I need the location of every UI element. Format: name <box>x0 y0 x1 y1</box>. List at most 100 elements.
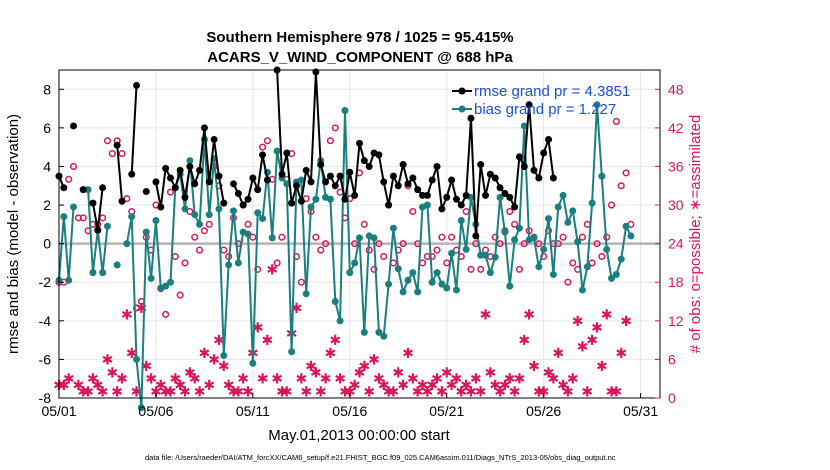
bias-point <box>254 209 262 217</box>
bias-point <box>574 238 582 246</box>
obs-assimilated-point: ✱ <box>87 372 99 388</box>
rmse-point <box>467 114 475 122</box>
rmse-point <box>249 174 257 182</box>
bias-point <box>535 263 543 271</box>
rmse-point <box>525 101 533 109</box>
rmse-point <box>423 191 431 199</box>
y2-axis-label: # of obs: o=possible; ∗=assimilated <box>687 115 704 354</box>
bias-point <box>394 265 402 273</box>
bias-point <box>186 157 194 165</box>
bias-point <box>331 298 339 306</box>
bias-point <box>60 213 68 221</box>
x-tick-label: 05/06 <box>138 403 173 419</box>
bias-point <box>433 269 441 277</box>
obs-assimilated-point: ✱ <box>543 365 555 381</box>
bias-point <box>336 317 344 325</box>
rmse-point <box>394 182 402 190</box>
obs-assimilated-point: ✱ <box>421 385 433 401</box>
bias-point <box>215 205 223 213</box>
bias-point <box>346 269 354 277</box>
obs-possible-point <box>409 207 417 216</box>
obs-assimilated-point: ✱ <box>358 359 370 375</box>
obs-assimilated-point: ✱ <box>455 385 467 401</box>
obs-possible-point <box>380 252 388 261</box>
y-tick-label: 2 <box>43 197 51 213</box>
bias-point <box>414 288 422 296</box>
bias-line <box>58 206 75 282</box>
bias-point <box>70 203 78 211</box>
y2-tick-label: 12 <box>668 313 684 329</box>
obs-assimilated-point: ✱ <box>552 346 564 362</box>
bias-point <box>356 234 363 242</box>
obs-assimilated-point: ✱ <box>577 340 589 356</box>
bias-point <box>482 251 490 259</box>
plot-frame <box>58 69 661 399</box>
rmse-point <box>477 161 485 169</box>
obs-assimilated-point: ✱ <box>499 378 511 394</box>
obs-assimilated-point: ✱ <box>165 385 177 401</box>
obs-assimilated-point: ✱ <box>446 378 458 394</box>
rmse-point <box>341 195 349 203</box>
obs-assimilated-point: ✱ <box>441 365 453 381</box>
bias-point <box>360 328 368 336</box>
obs-assimilated-point: ✱ <box>315 385 327 401</box>
obs-assimilated-point: ✱ <box>504 372 516 388</box>
bias-point <box>477 251 485 259</box>
rmse-point <box>60 184 68 192</box>
obs-assimilated-series: ✱✱✱✱✱✱✱✱✱✱✱✱✱✱✱✱✱✱✱✱✱✱✱✱✱✱✱✱✱✱✱✱✱✱✱✱✱✱✱✱… <box>53 262 632 400</box>
y-tick-label: 6 <box>43 120 51 136</box>
bias-point <box>409 269 417 277</box>
obs-assimilated-point: ✱ <box>431 372 443 388</box>
rmse-point <box>89 199 97 207</box>
bias-point <box>84 186 92 194</box>
y-tick-label: -8 <box>39 390 52 406</box>
obs-assimilated-point: ✱ <box>344 385 356 401</box>
rmse-point <box>428 176 436 184</box>
obs-possible-point <box>506 207 514 216</box>
rmse-point <box>99 184 107 192</box>
rmse-point <box>234 189 242 197</box>
obs-assimilated-point: ✱ <box>237 372 249 388</box>
x-tick-label: 05/26 <box>526 403 561 419</box>
bias-point <box>297 176 305 184</box>
bias-point <box>462 245 470 253</box>
obs-assimilated-point: ✱ <box>484 365 496 381</box>
bias-point <box>351 259 359 267</box>
rmse-point <box>162 164 170 172</box>
rmse-point <box>79 186 87 194</box>
rmse-point <box>385 201 393 209</box>
obs-possible-point <box>520 240 528 248</box>
obs-assimilated-point: ✱ <box>203 378 215 394</box>
obs-assimilated-point: ✱ <box>620 314 632 330</box>
bias-point <box>578 286 586 294</box>
obs-possible-point <box>360 220 368 228</box>
obs-possible-point <box>278 233 286 241</box>
y-tick-label: -4 <box>39 313 52 329</box>
rmse-point <box>302 166 310 174</box>
bias-point <box>496 193 504 201</box>
rmse-point <box>259 151 267 159</box>
obs-assimilated-point: ✱ <box>116 372 128 388</box>
obs-assimilated-point: ✱ <box>320 372 332 388</box>
plot-area: ✱✱✱✱✱✱✱✱✱✱✱✱✱✱✱✱✱✱✱✱✱✱✱✱✱✱✱✱✱✱✱✱✱✱✱✱✱✱✱✱… <box>39 66 684 419</box>
obs-possible-point <box>191 233 199 241</box>
obs-possible-point <box>491 233 499 241</box>
bias-point <box>375 328 383 336</box>
obs-assimilated-point: ✱ <box>58 378 70 394</box>
bias-point <box>428 278 436 286</box>
obs-possible-point <box>448 233 456 241</box>
rmse-point <box>443 193 451 201</box>
rmse-point <box>133 81 141 89</box>
obs-possible-point <box>181 259 189 267</box>
obs-possible-point <box>196 246 204 254</box>
bias-point <box>283 180 291 188</box>
rmse-line <box>116 145 123 202</box>
obs-assimilated-point: ✱ <box>242 385 254 401</box>
y2-tick-label: 6 <box>668 351 676 367</box>
obs-assimilated-point: ✱ <box>126 346 138 362</box>
obs-assimilated-point: ✱ <box>378 378 390 394</box>
obs-possible-point <box>428 252 436 261</box>
obs-possible-point <box>569 259 577 267</box>
obs-possible-point <box>103 137 112 145</box>
